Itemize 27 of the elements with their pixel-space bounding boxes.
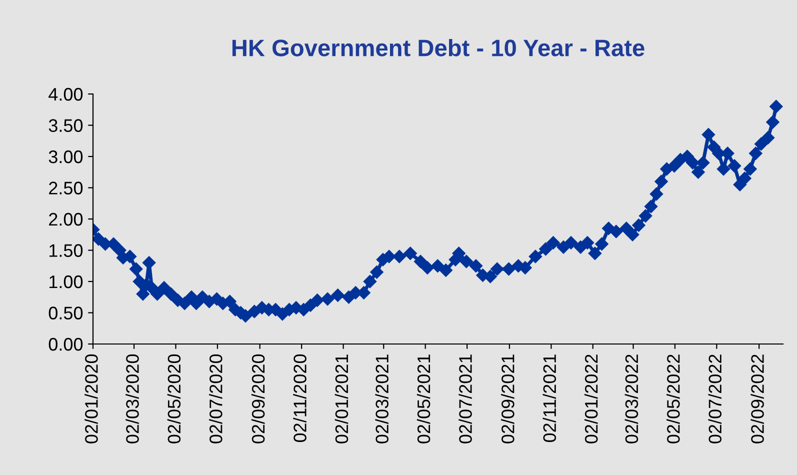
x-tick-label: 02/07/2021 [458, 354, 472, 444]
y-tick-label: 1.50 [50, 244, 83, 257]
y-tick-label: 1.00 [50, 275, 83, 288]
x-tick-label: 02/01/2022 [584, 354, 598, 444]
x-tick-label: 02/05/2021 [416, 354, 430, 444]
x-tick-label: 02/03/2020 [126, 354, 139, 444]
x-tick-label: 02/11/2021 [542, 354, 556, 442]
y-tick-label: 4.00 [48, 88, 83, 101]
y-tick-label: 2.00 [49, 212, 83, 226]
y-tick-label: 3.00 [48, 150, 83, 164]
y-tick-label: 2.50 [49, 182, 83, 194]
x-tick-label: 02/09/2020 [251, 354, 265, 444]
x-tick-label: 02/03/2022 [624, 354, 638, 444]
x-tick-label: 02/07/2020 [209, 354, 222, 444]
x-tick-label: 02/01/2021 [334, 354, 348, 444]
x-tick-label: 02/01/2020 [84, 354, 98, 444]
x-tick-label: 02/03/2021 [375, 354, 388, 444]
x-tick-label: 02/11/2020 [293, 354, 306, 442]
x-tick-label: 02/07/2022 [708, 354, 722, 444]
x-tick-label: 02/05/2022 [666, 354, 680, 444]
x-tick-label: 02/09/2022 [750, 354, 764, 444]
y-tick-label: 0.00 [48, 338, 83, 351]
chart-title: HK Government Debt - 10 Year - Rate [232, 38, 644, 56]
x-tick-label: 02/05/2020 [167, 354, 181, 444]
y-tick-label: 0.50 [48, 306, 83, 320]
x-tick-label: 02/09/2021 [501, 354, 514, 444]
y-tick-label: 3.50 [48, 119, 83, 132]
